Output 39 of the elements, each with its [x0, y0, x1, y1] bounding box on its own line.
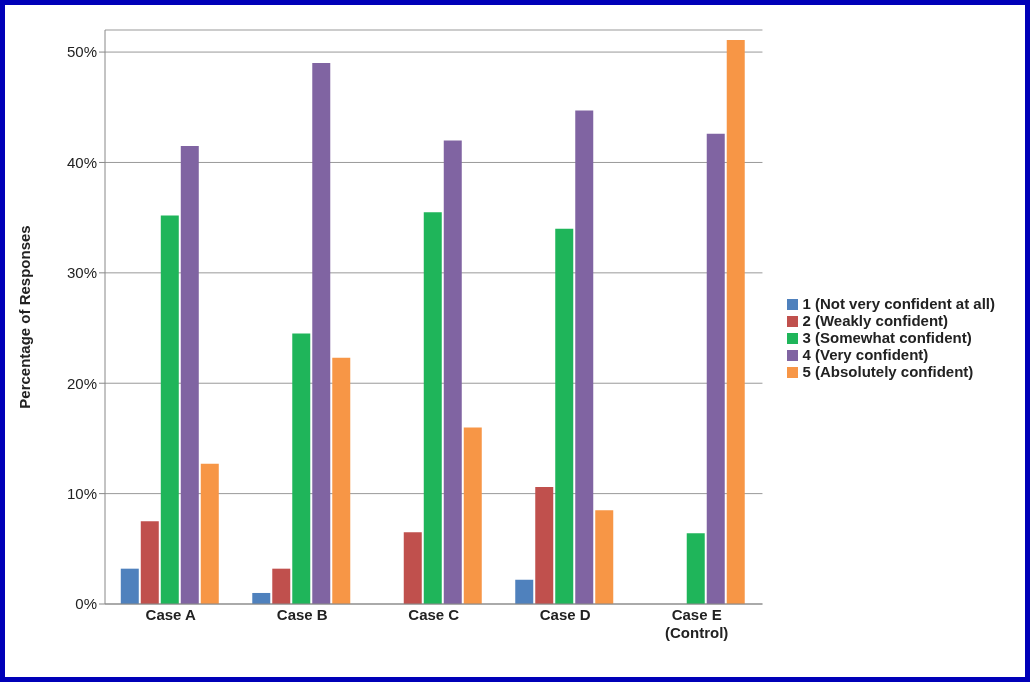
x-tick-label: Case C — [408, 606, 460, 623]
bar — [515, 579, 534, 604]
bar — [312, 63, 331, 604]
bar — [292, 333, 311, 604]
x-tick-label: Case A — [145, 606, 197, 623]
bar — [120, 568, 139, 604]
bar — [200, 463, 219, 604]
legend-label: 1 (Not very confident at all) — [802, 294, 995, 312]
legend-label: 5 (Absolutely confident) — [802, 362, 974, 380]
x-tick-label: Case B — [276, 606, 328, 623]
bar — [272, 568, 291, 604]
bar — [140, 521, 159, 604]
x-tick-label: Case E (Control) — [665, 606, 729, 641]
bar — [160, 215, 179, 604]
bar — [463, 427, 482, 604]
bar — [706, 133, 725, 604]
bar — [332, 357, 351, 604]
y-tick-label: 20% — [66, 374, 97, 392]
bar — [726, 39, 745, 604]
bar — [686, 533, 705, 604]
bar — [403, 532, 422, 604]
bar — [423, 212, 442, 604]
y-axis-title: Percentage of Responses — [16, 225, 34, 409]
bar — [252, 592, 271, 604]
bar — [555, 228, 574, 604]
y-tick-label: 30% — [66, 264, 97, 282]
x-tick-label: Case D — [539, 606, 591, 623]
bar — [443, 140, 462, 604]
legend-label: 3 (Somewhat confident) — [802, 328, 972, 346]
bar — [595, 510, 614, 604]
y-tick-label: 10% — [66, 484, 97, 502]
y-tick-label: 40% — [66, 153, 97, 171]
y-tick-label: 0% — [75, 595, 97, 613]
bar — [575, 110, 594, 604]
bar — [535, 486, 554, 604]
y-tick-label: 50% — [66, 43, 97, 61]
bar — [180, 145, 199, 604]
legend-label: 4 (Very confident) — [802, 345, 929, 363]
legend-label: 2 (Weakly confident) — [802, 311, 949, 329]
